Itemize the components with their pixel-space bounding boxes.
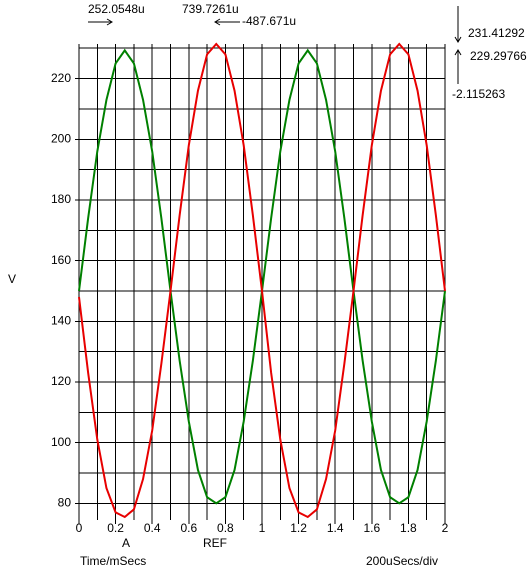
cursor-readout: 231.41292 — [468, 26, 525, 40]
y-tick-label: 100 — [51, 435, 71, 449]
y-tick-label: 220 — [51, 71, 71, 85]
scale-label: 200uSecs/div — [366, 554, 438, 567]
cursor-label: REF — [203, 536, 227, 550]
y-tick-label: 120 — [51, 374, 71, 388]
x-tick-label: 1.4 — [327, 521, 344, 535]
x-tick-label: 2 — [442, 521, 449, 535]
x-tick-label: 1.8 — [400, 521, 417, 535]
y-tick-label: 140 — [51, 313, 71, 327]
cursor-readout: -487.671u — [242, 14, 296, 28]
y-tick-label: 160 — [51, 253, 71, 267]
cursor-readout: 739.7261u — [182, 2, 239, 16]
cursor-readout: 252.0548u — [88, 2, 145, 16]
series-line — [78, 42, 446, 519]
x-axis-label: Time/mSecs — [80, 554, 146, 567]
x-tick-label: 0.8 — [217, 521, 234, 535]
cursor-readout: 229.29766 — [470, 49, 527, 63]
x-tick-label: 1.2 — [290, 521, 307, 535]
y-tick-label: 200 — [51, 131, 71, 145]
arrows — [88, 6, 462, 84]
x-tick-label: 0.4 — [144, 521, 161, 535]
x-tick-label: 0.2 — [107, 521, 124, 535]
arrow — [454, 49, 462, 84]
arrow — [454, 6, 462, 43]
y-tick-label: 80 — [58, 495, 72, 509]
arrow — [88, 18, 113, 26]
x-tick-label: 1.6 — [363, 521, 380, 535]
x-tick-label: 0.6 — [180, 521, 197, 535]
x-tick-label: 1 — [259, 521, 266, 535]
arrow — [214, 18, 240, 26]
y-tick-label: 180 — [51, 192, 71, 206]
y-axis-label: V — [8, 272, 16, 286]
cursor-readout: -2.115263 — [452, 87, 505, 101]
cursor-label: A — [122, 536, 130, 550]
x-tick-label: 0 — [76, 521, 83, 535]
